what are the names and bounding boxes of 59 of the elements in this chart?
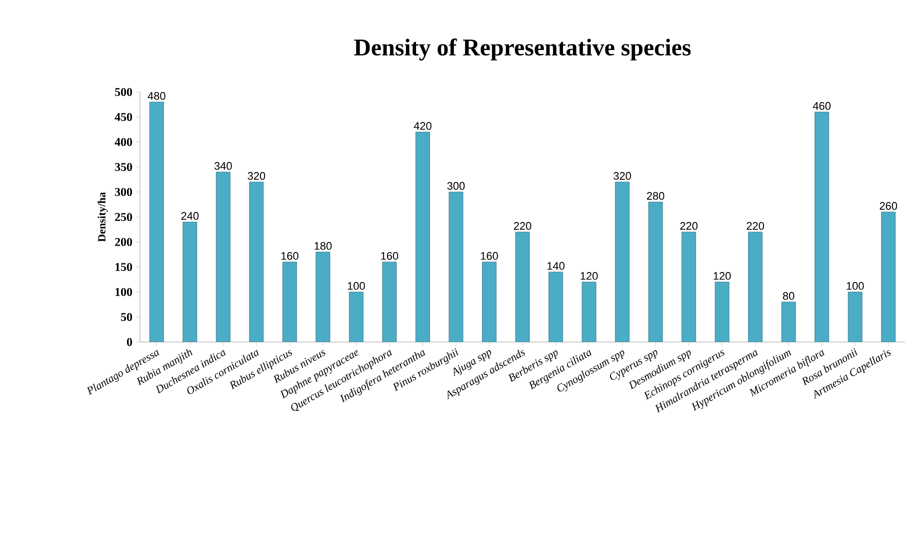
- bar: [515, 232, 530, 342]
- data-label: 340: [214, 162, 232, 170]
- bar: [149, 102, 164, 342]
- y-tick-label: 0: [126, 338, 132, 346]
- bar: [482, 262, 496, 342]
- bar: [881, 212, 896, 342]
- y-tick-label: 300: [115, 188, 132, 196]
- bar: [382, 262, 397, 342]
- bar: [814, 112, 830, 342]
- bar: [781, 302, 796, 342]
- bar: [349, 292, 364, 342]
- chart-title: Density of Representative species: [354, 38, 691, 60]
- y-axis-title: Density/ha: [98, 192, 108, 242]
- data-label: 420: [414, 122, 432, 130]
- y-tick-label: 450: [114, 112, 132, 122]
- data-label: 280: [646, 192, 664, 200]
- data-label: 260: [880, 202, 898, 210]
- bar: [548, 272, 563, 342]
- bar: [316, 252, 330, 342]
- bar: [848, 292, 862, 342]
- bar: [249, 182, 264, 342]
- data-label: 300: [447, 182, 465, 190]
- data-label: 240: [181, 212, 199, 220]
- bar: [416, 132, 430, 342]
- data-label: 120: [714, 272, 731, 280]
- data-label: 180: [314, 242, 332, 250]
- data-label: 460: [812, 102, 831, 110]
- y-tick-label: 400: [114, 138, 132, 146]
- bar: [714, 282, 730, 342]
- bar: [282, 262, 297, 342]
- data-label: 160: [281, 252, 298, 260]
- data-label: 220: [746, 222, 764, 230]
- y-tick-label: 100: [116, 288, 132, 296]
- bar: [748, 232, 763, 342]
- data-label: 320: [614, 172, 631, 180]
- y-tick-label: 350: [115, 162, 132, 172]
- bar: [448, 192, 464, 342]
- data-label: 220: [514, 222, 532, 230]
- data-label: 100: [846, 282, 864, 290]
- data-label: 480: [148, 92, 166, 100]
- bar: [648, 202, 663, 342]
- data-label: 220: [680, 222, 698, 230]
- data-label: 120: [580, 272, 598, 280]
- data-label: 160: [480, 252, 498, 260]
- data-label: 140: [547, 262, 564, 270]
- bar: [216, 172, 230, 342]
- data-label: 100: [348, 282, 365, 290]
- data-label: 80: [782, 292, 794, 300]
- y-tick-label: 250: [115, 212, 132, 222]
- data-label: 160: [381, 252, 398, 260]
- y-tick-label: 500: [115, 88, 132, 96]
- y-tick-label: 150: [116, 262, 132, 272]
- data-label: 320: [248, 172, 266, 180]
- y-tick-label: 50: [121, 312, 132, 322]
- y-tick-label: 200: [115, 238, 132, 246]
- bar: [582, 282, 596, 342]
- bar: [615, 182, 630, 342]
- bar: [682, 232, 696, 342]
- bar: [182, 222, 198, 342]
